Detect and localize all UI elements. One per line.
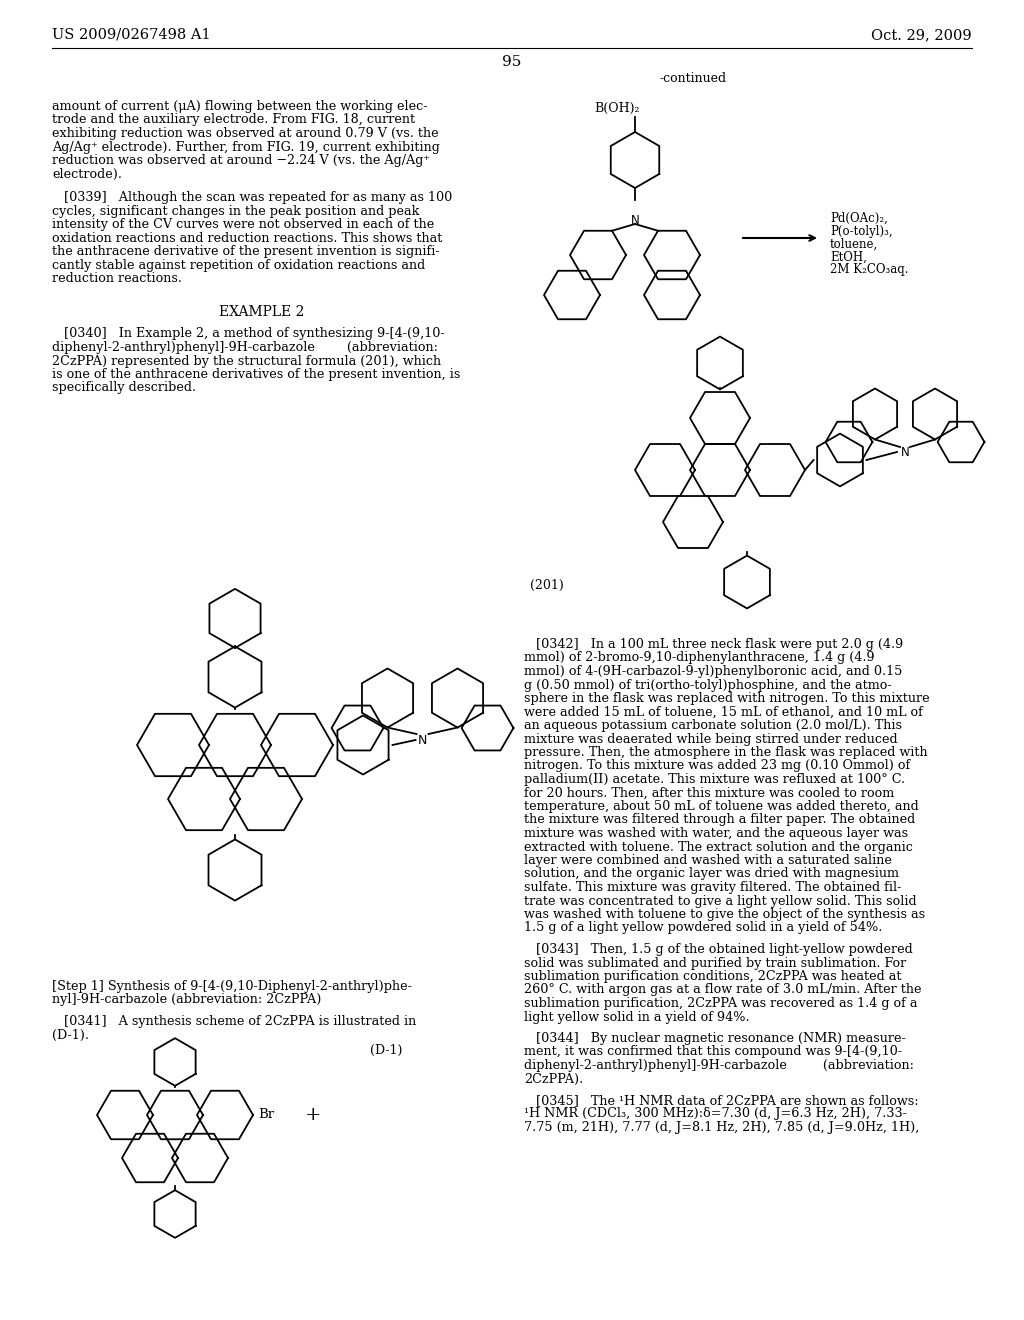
Text: 1.5 g of a light yellow powdered solid in a yield of 54%.: 1.5 g of a light yellow powdered solid i… — [524, 921, 883, 935]
Text: N: N — [631, 214, 639, 227]
Text: diphenyl-2-anthryl)phenyl]-9H-carbazole         (abbreviation:: diphenyl-2-anthryl)phenyl]-9H-carbazole … — [524, 1059, 914, 1072]
Text: an aqueous potassium carbonate solution (2.0 mol/L). This: an aqueous potassium carbonate solution … — [524, 719, 902, 733]
Text: (D-1).: (D-1). — [52, 1028, 89, 1041]
Text: EXAMPLE 2: EXAMPLE 2 — [219, 305, 305, 319]
Text: oxidation reactions and reduction reactions. This shows that: oxidation reactions and reduction reacti… — [52, 231, 442, 244]
Text: nyl]-9H-carbazole (abbreviation: 2CzPPA): nyl]-9H-carbazole (abbreviation: 2CzPPA) — [52, 994, 322, 1006]
Text: exhibiting reduction was observed at around 0.79 V (vs. the: exhibiting reduction was observed at aro… — [52, 127, 438, 140]
Text: [0343]   Then, 1.5 g of the obtained light-yellow powdered: [0343] Then, 1.5 g of the obtained light… — [524, 942, 912, 956]
Text: sphere in the flask was replaced with nitrogen. To this mixture: sphere in the flask was replaced with ni… — [524, 692, 930, 705]
Text: mixture was washed with water, and the aqueous layer was: mixture was washed with water, and the a… — [524, 828, 908, 840]
Text: ¹H NMR (CDCl₃, 300 MHz):δ=7.30 (d, J=6.3 Hz, 2H), 7.33-: ¹H NMR (CDCl₃, 300 MHz):δ=7.30 (d, J=6.3… — [524, 1107, 907, 1121]
Text: [0341]   A synthesis scheme of 2CzPPA is illustrated in: [0341] A synthesis scheme of 2CzPPA is i… — [52, 1015, 416, 1028]
Text: the anthracene derivative of the present invention is signifi-: the anthracene derivative of the present… — [52, 246, 439, 257]
Text: Ag/Ag⁺ electrode). Further, from FIG. ​19, current exhibiting: Ag/Ag⁺ electrode). Further, from FIG. ​1… — [52, 140, 440, 153]
Text: temperature, about 50 mL of toluene was added thereto, and: temperature, about 50 mL of toluene was … — [524, 800, 919, 813]
Text: g (0.50 mmol) of tri(ortho-tolyl)phosphine, and the atmo-: g (0.50 mmol) of tri(ortho-tolyl)phosphi… — [524, 678, 892, 692]
Text: [0345]   The ¹H NMR data of 2CzPPA are shown as follows:: [0345] The ¹H NMR data of 2CzPPA are sho… — [524, 1094, 919, 1107]
Text: sublimation purification, 2CzPPA was recovered as 1.4 g of a: sublimation purification, 2CzPPA was rec… — [524, 997, 918, 1010]
Text: ment, it was confirmed that this compound was 9-[4-(9,10-: ment, it was confirmed that this compoun… — [524, 1045, 902, 1059]
Text: 2M K₂CO₃aq.: 2M K₂CO₃aq. — [830, 264, 908, 276]
Text: B(OH)₂: B(OH)₂ — [594, 102, 640, 115]
Text: trode and the auxiliary electrode. From FIG. ​18, current: trode and the auxiliary electrode. From … — [52, 114, 415, 127]
Text: EtOH,: EtOH, — [830, 251, 867, 264]
Text: P(o-tolyl)₃,: P(o-tolyl)₃, — [830, 224, 893, 238]
Text: for 20 hours. Then, after this mixture was cooled to room: for 20 hours. Then, after this mixture w… — [524, 787, 894, 800]
Text: Br: Br — [258, 1109, 274, 1122]
Text: extracted with toluene. The extract solution and the organic: extracted with toluene. The extract solu… — [524, 841, 912, 854]
Text: 95: 95 — [503, 55, 521, 69]
Text: electrode).: electrode). — [52, 168, 122, 181]
Text: mmol) of 2-bromo-9,10-diphenylanthracene, 1.4 g (4.9: mmol) of 2-bromo-9,10-diphenylanthracene… — [524, 652, 874, 664]
Text: light yellow solid in a yield of 94%.: light yellow solid in a yield of 94%. — [524, 1011, 750, 1023]
Text: toluene,: toluene, — [830, 238, 879, 251]
Text: specifically described.: specifically described. — [52, 381, 197, 395]
Text: +: + — [305, 1106, 322, 1125]
Text: mixture was deaerated while being stirred under reduced: mixture was deaerated while being stirre… — [524, 733, 898, 746]
Text: [0344]   By nuclear magnetic resonance (NMR) measure-: [0344] By nuclear magnetic resonance (NM… — [524, 1032, 906, 1045]
Text: mmol) of 4-(9H-carbazol-9-yl)phenylboronic acid, and 0.15: mmol) of 4-(9H-carbazol-9-yl)phenylboron… — [524, 665, 902, 678]
Text: palladium(II) acetate. This mixture was refluxed at 100° C.: palladium(II) acetate. This mixture was … — [524, 774, 905, 785]
Text: (D-1): (D-1) — [370, 1044, 402, 1056]
Text: amount of current (μA) flowing between the working elec-: amount of current (μA) flowing between t… — [52, 100, 427, 114]
Text: [Step 1] Synthesis of 9-[4-(9,10-Diphenyl-2-anthryl)phe-: [Step 1] Synthesis of 9-[4-(9,10-Dipheny… — [52, 979, 412, 993]
Text: layer were combined and washed with a saturated saline: layer were combined and washed with a sa… — [524, 854, 892, 867]
Text: pressure. Then, the atmosphere in the flask was replaced with: pressure. Then, the atmosphere in the fl… — [524, 746, 928, 759]
Text: solid was sublimated and purified by train sublimation. For: solid was sublimated and purified by tra… — [524, 957, 906, 969]
Text: N: N — [418, 734, 427, 747]
Text: were added 15 mL of toluene, 15 mL of ethanol, and 10 mL of: were added 15 mL of toluene, 15 mL of et… — [524, 705, 923, 718]
Text: 260° C. with argon gas at a flow rate of 3.0 mL/min. After the: 260° C. with argon gas at a flow rate of… — [524, 983, 922, 997]
Text: US 2009/0267498 A1: US 2009/0267498 A1 — [52, 28, 211, 42]
Text: Oct. 29, 2009: Oct. 29, 2009 — [871, 28, 972, 42]
Text: reduction reactions.: reduction reactions. — [52, 272, 182, 285]
Text: 2CzPPA) represented by the structural formula (201), which: 2CzPPA) represented by the structural fo… — [52, 355, 441, 367]
Text: [0339]   Although the scan was repeated for as many as 100: [0339] Although the scan was repeated fo… — [52, 191, 453, 205]
Text: cycles, significant changes in the peak position and peak: cycles, significant changes in the peak … — [52, 205, 420, 218]
Text: N: N — [901, 446, 909, 458]
Text: sulfate. This mixture was gravity filtered. The obtained fil-: sulfate. This mixture was gravity filter… — [524, 880, 901, 894]
Text: 2CzPPA).: 2CzPPA). — [524, 1072, 584, 1085]
Text: Pd(OAc)₂,: Pd(OAc)₂, — [830, 211, 888, 224]
Text: [0340]   In Example 2, a method of synthesizing 9-[4-(9,10-: [0340] In Example 2, a method of synthes… — [52, 327, 444, 341]
Text: solution, and the organic layer was dried with magnesium: solution, and the organic layer was drie… — [524, 867, 899, 880]
Text: is one of the anthracene derivatives of the present invention, is: is one of the anthracene derivatives of … — [52, 368, 461, 381]
Text: nitrogen. To this mixture was added 23 mg (0.10 Ommol) of: nitrogen. To this mixture was added 23 m… — [524, 759, 910, 772]
Text: -continued: -continued — [660, 71, 727, 84]
Text: reduction was observed at around −2.24 V (vs. the Ag/Ag⁺: reduction was observed at around −2.24 V… — [52, 154, 430, 168]
Text: the mixture was filtered through a filter paper. The obtained: the mixture was filtered through a filte… — [524, 813, 915, 826]
Text: was washed with toluene to give the object of the synthesis as: was washed with toluene to give the obje… — [524, 908, 925, 921]
Text: diphenyl-2-anthryl)phenyl]-9H-carbazole        (abbreviation:: diphenyl-2-anthryl)phenyl]-9H-carbazole … — [52, 341, 438, 354]
Text: 7.75 (m, 21H), 7.77 (d, J=8.1 Hz, 2H), 7.85 (d, J=9.0Hz, 1H),: 7.75 (m, 21H), 7.77 (d, J=8.1 Hz, 2H), 7… — [524, 1121, 920, 1134]
Text: trate was concentrated to give a light yellow solid. This solid: trate was concentrated to give a light y… — [524, 895, 916, 908]
Text: sublimation purification conditions, 2CzPPA was heated at: sublimation purification conditions, 2Cz… — [524, 970, 901, 983]
Text: (201): (201) — [530, 578, 564, 591]
Text: intensity of the CV curves were not observed in each of the: intensity of the CV curves were not obse… — [52, 218, 434, 231]
Text: cantly stable against repetition of oxidation reactions and: cantly stable against repetition of oxid… — [52, 259, 425, 272]
Text: [0342]   In a 100 mL three neck flask were put 2.0 g (4.9: [0342] In a 100 mL three neck flask were… — [524, 638, 903, 651]
